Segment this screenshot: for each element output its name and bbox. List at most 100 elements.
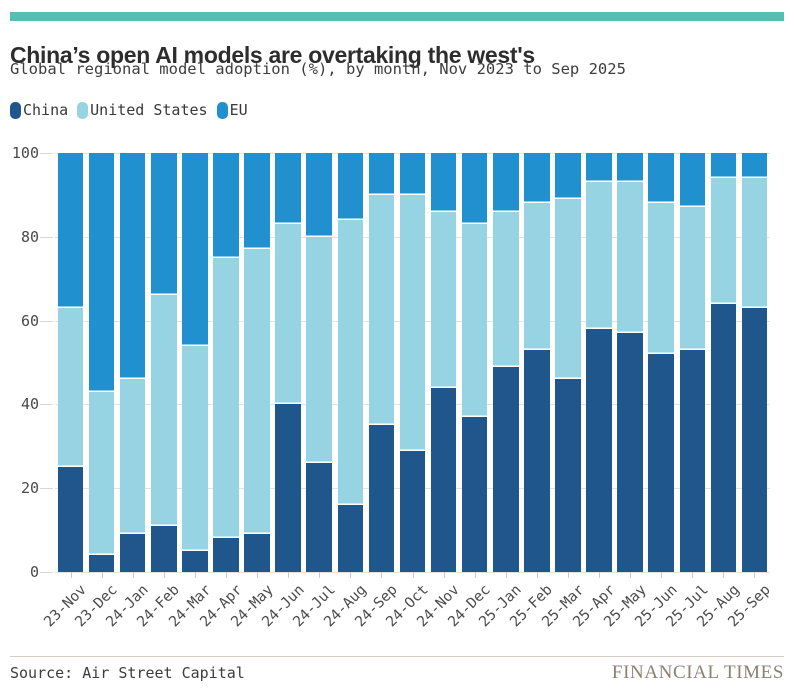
bar-segment-china	[368, 425, 395, 572]
bar-segment-united-states	[679, 207, 706, 350]
y-axis-label: 80	[20, 227, 39, 246]
x-axis-tick	[630, 572, 632, 578]
x-axis-tick	[443, 572, 445, 578]
bar-segment-eu	[182, 153, 208, 346]
bar-segment-eu	[88, 153, 115, 392]
bar-segment-united-states	[275, 224, 301, 405]
bar-25-Jan	[493, 153, 519, 572]
bar-25-Apr	[586, 153, 612, 572]
bar-segment-eu	[586, 153, 612, 183]
x-axis-tick	[754, 572, 756, 578]
y-axis-tick	[40, 572, 53, 573]
bar-segment-eu	[461, 153, 488, 225]
accent-bar	[10, 12, 784, 21]
bar-segment-eu	[524, 153, 550, 204]
x-axis-tick	[505, 572, 507, 578]
bar-segment-china	[88, 555, 115, 572]
bar-segment-united-states	[493, 211, 519, 367]
bar-24-Jul	[306, 153, 332, 572]
bar-segment-united-states	[151, 295, 177, 526]
bar-segment-china	[306, 463, 332, 572]
x-axis-tick	[381, 572, 383, 578]
x-axis-tick	[194, 572, 196, 578]
x-axis-tick	[723, 572, 725, 578]
x-axis-tick	[225, 572, 227, 578]
footer-divider	[10, 656, 784, 657]
bar-segment-united-states	[617, 182, 643, 334]
bar-segment-china	[275, 404, 301, 572]
legend-swatch-icon	[10, 101, 21, 119]
y-axis-tick	[40, 236, 53, 238]
bar-segment-united-states	[368, 194, 395, 426]
bar-segment-china	[151, 525, 177, 572]
bar-segment-china	[337, 504, 364, 572]
bar-segment-eu	[337, 153, 364, 221]
bar-segment-china	[399, 450, 426, 572]
bar-segment-eu	[555, 153, 581, 200]
bar-segment-eu	[244, 153, 270, 250]
bar-segment-eu	[119, 153, 146, 380]
bar-segment-eu	[741, 153, 768, 179]
bar-segment-china	[119, 534, 146, 572]
bar-25-May	[617, 153, 643, 572]
bar-segment-united-states	[244, 249, 270, 535]
bar-segment-united-states	[57, 308, 84, 468]
bar-segment-united-states	[399, 194, 426, 451]
bar-25-Feb	[524, 153, 550, 572]
x-axis-tick	[474, 572, 476, 578]
bar-segment-united-states	[461, 224, 488, 417]
legend-label: EU	[229, 101, 248, 119]
x-axis-tick	[567, 572, 569, 578]
legend-item: United States	[77, 101, 208, 119]
bar-segment-united-states	[306, 236, 332, 464]
bar-segment-united-states	[741, 178, 768, 309]
ft-wordmark: FINANCIAL TIMES	[611, 662, 784, 683]
bar-segment-eu	[399, 153, 426, 195]
bar-25-Sep	[741, 153, 768, 572]
x-axis-tick	[319, 572, 321, 578]
chart-title: China’s open AI models are overtaking th…	[10, 42, 535, 69]
bar-segment-united-states	[119, 379, 146, 535]
bar-23-Dec	[88, 153, 115, 572]
bar-segment-united-states	[586, 182, 612, 329]
bar-segment-china	[648, 354, 674, 572]
bar-segment-china	[555, 379, 581, 572]
bar-segment-eu	[710, 153, 737, 179]
bar-segment-china	[182, 551, 208, 572]
bar-segment-eu	[617, 153, 643, 183]
legend-swatch-icon	[77, 101, 89, 119]
legend-item: China	[10, 101, 68, 119]
bar-segment-eu	[275, 153, 301, 225]
legend-label: China	[23, 101, 69, 119]
bar-segment-china	[617, 333, 643, 572]
legend: China United States EU	[10, 101, 248, 119]
bar-segment-eu	[493, 153, 519, 212]
bar-segment-china	[524, 349, 550, 572]
bar-24-Feb	[151, 153, 177, 572]
bar-segment-china	[710, 303, 737, 572]
chart-subtitle: Global regional model adoption (%), by m…	[10, 60, 626, 78]
bar-segment-china	[57, 467, 84, 572]
bar-24-Sep	[368, 153, 395, 572]
x-axis-tick	[661, 572, 663, 578]
legend-swatch-icon	[216, 101, 228, 119]
source-label: Source: Air Street Capital	[10, 664, 245, 682]
y-axis-label: 0	[29, 563, 39, 581]
bar-24-Jan	[119, 153, 146, 572]
x-axis-tick	[132, 572, 134, 578]
x-axis-tick	[257, 572, 259, 578]
bar-24-Mar	[182, 153, 208, 572]
bar-segment-united-states	[213, 257, 239, 539]
bar-segment-china	[430, 387, 457, 572]
bar-24-Dec	[461, 153, 488, 572]
y-axis-tick	[40, 153, 53, 154]
y-axis-tick	[40, 404, 53, 406]
x-axis-tick	[692, 572, 694, 578]
bar-segment-china	[244, 534, 270, 572]
bar-24-Jun	[275, 153, 301, 572]
bar-segment-eu	[368, 153, 395, 195]
bar-25-Aug	[710, 153, 737, 572]
footer: Source: Air Street Capital FINANCIAL TIM…	[10, 662, 784, 684]
y-axis-label: 100	[11, 144, 39, 162]
